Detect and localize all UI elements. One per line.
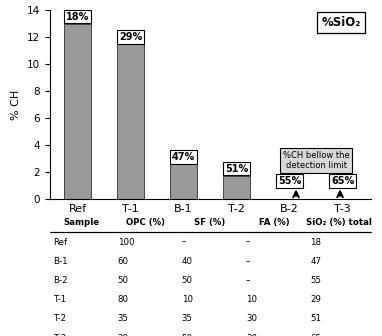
Bar [170, 164, 197, 199]
Bar [223, 176, 250, 199]
Text: 29%: 29% [119, 32, 142, 42]
Text: 47%: 47% [172, 152, 195, 162]
Bar [64, 24, 91, 199]
Text: 18%: 18% [66, 11, 89, 22]
Bar [117, 44, 144, 199]
Text: %CH bellow the
detection limit: %CH bellow the detection limit [283, 151, 350, 170]
Y-axis label: % CH: % CH [11, 90, 21, 120]
Text: %SiO₂: %SiO₂ [322, 16, 361, 29]
Text: 51%: 51% [225, 164, 248, 174]
Text: 55%: 55% [278, 176, 301, 186]
Text: 65%: 65% [331, 176, 354, 186]
